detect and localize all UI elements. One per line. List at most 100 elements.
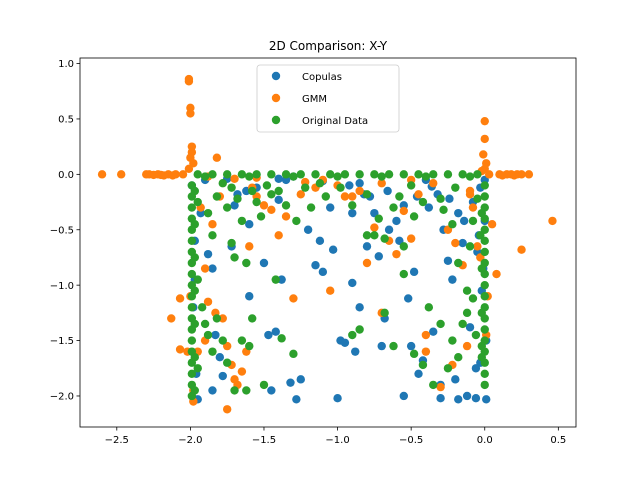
data-point: [406, 234, 416, 243]
data-point: [311, 261, 320, 270]
data-point: [454, 208, 463, 218]
data-point: [156, 170, 166, 180]
data-point: [477, 352, 486, 362]
data-point: [289, 294, 298, 303]
data-point: [203, 330, 213, 340]
data-point: [480, 369, 489, 379]
data-point: [395, 192, 404, 201]
data-point: [458, 319, 467, 329]
data-point: [355, 303, 364, 312]
data-point: [459, 216, 469, 226]
data-point: [274, 186, 283, 196]
data-point: [248, 314, 257, 323]
data-point: [262, 181, 272, 190]
data-point: [318, 267, 328, 277]
series-gmm: [97, 74, 557, 414]
data-point: [222, 358, 232, 367]
data-point: [348, 278, 357, 288]
data-point: [348, 192, 357, 201]
data-point: [203, 297, 213, 306]
data-point: [355, 186, 364, 196]
data-point: [351, 347, 360, 356]
data-point: [296, 190, 305, 199]
data-point: [230, 386, 239, 395]
data-point: [462, 341, 472, 351]
data-point: [267, 190, 276, 199]
data-point: [421, 347, 431, 356]
data-point: [480, 247, 489, 257]
data-point: [184, 164, 194, 174]
data-point: [274, 231, 283, 240]
x-tick-label: −2.0: [178, 435, 202, 446]
data-point: [200, 319, 210, 329]
data-point: [370, 170, 379, 179]
data-point: [451, 238, 460, 248]
data-point: [482, 395, 491, 404]
data-point: [190, 386, 199, 395]
data-point: [389, 203, 398, 212]
x-tick-label: −1.0: [325, 435, 349, 446]
data-point: [473, 194, 482, 203]
data-point: [362, 231, 372, 240]
data-point: [424, 303, 434, 312]
data-point: [451, 183, 460, 192]
data-point: [218, 371, 227, 381]
data-point: [267, 170, 276, 179]
data-point: [445, 194, 454, 203]
data-point: [190, 186, 199, 196]
y-tick-label: 1.0: [58, 59, 74, 70]
data-point: [462, 391, 472, 401]
data-point: [230, 201, 239, 210]
data-point: [211, 330, 220, 340]
data-point: [473, 170, 482, 179]
data-point: [264, 330, 273, 340]
data-point: [451, 375, 460, 384]
data-point: [429, 380, 438, 390]
data-point: [448, 220, 457, 229]
data-point: [212, 153, 222, 162]
data-point: [389, 341, 398, 351]
data-point: [200, 172, 210, 181]
data-point: [187, 336, 197, 345]
data-point: [218, 336, 227, 345]
data-point: [256, 212, 266, 221]
data-point: [362, 242, 372, 251]
data-point: [333, 172, 342, 181]
series-original-data: [187, 170, 489, 401]
legend-label: GMM: [302, 94, 327, 105]
data-point: [479, 150, 488, 159]
data-point: [117, 170, 126, 179]
x-axis: −2.5 −2.0 −1.5 −1.0 −0.5 0.0 0.5: [105, 427, 566, 446]
data-point: [259, 201, 269, 210]
data-point: [326, 170, 335, 179]
data-point: [277, 275, 286, 284]
data-point: [404, 294, 413, 303]
data-point: [480, 325, 489, 334]
data-point: [218, 179, 227, 188]
data-point: [203, 208, 213, 218]
data-point: [436, 319, 445, 329]
data-point: [306, 203, 316, 212]
data-point: [480, 280, 489, 290]
data-point: [468, 203, 478, 212]
data-point: [252, 170, 261, 179]
data-point: [399, 242, 408, 251]
data-point: [458, 238, 467, 248]
data-point: [355, 325, 364, 334]
data-point: [281, 212, 291, 221]
data-point: [409, 212, 419, 221]
y-tick-label: 0.5: [58, 115, 74, 126]
data-point: [377, 179, 386, 188]
data-point: [149, 170, 158, 180]
data-point: [200, 264, 210, 273]
data-point: [392, 249, 401, 259]
data-point: [237, 367, 247, 376]
data-point: [208, 231, 217, 240]
data-point: [321, 192, 330, 201]
data-point: [333, 393, 342, 403]
data-point: [245, 341, 254, 351]
data-point: [374, 214, 383, 223]
data-point: [281, 201, 291, 210]
data-point: [418, 197, 428, 207]
y-tick-label: −2.0: [50, 392, 74, 403]
